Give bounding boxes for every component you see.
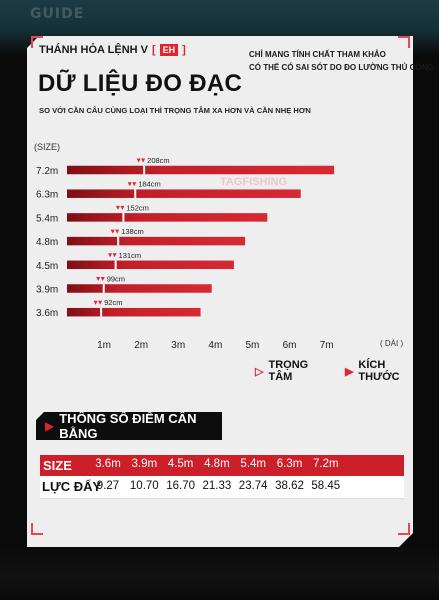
corner-bracket <box>398 523 410 535</box>
legend-item-length: ▶ KÍCH THƯỚC <box>345 359 423 383</box>
page-title: DỮ LIỆU ĐO ĐẠC <box>38 70 243 97</box>
length-bar <box>67 189 301 198</box>
chart-legend: ▷ TRỌNG TÂM ▶ KÍCH THƯỚC <box>255 359 439 383</box>
y-axis-title: (SIZE) <box>34 142 60 152</box>
size-cell: 4.8m <box>204 458 230 470</box>
data-label: 138cm <box>121 227 144 236</box>
data-label: 184cm <box>138 180 161 189</box>
length-bar <box>67 284 212 293</box>
chevron-down-icon <box>115 205 125 210</box>
bracket-close: ] <box>182 44 186 56</box>
bottom-strip <box>0 547 439 600</box>
chevron-down-icon <box>136 158 146 163</box>
size-cell: 6.3m <box>276 458 303 470</box>
product-name: THÁNH HỎA LỆNH V [ EH ] <box>39 44 186 56</box>
legend-label: TRỌNG TÂM <box>268 359 309 383</box>
center-marker <box>100 307 103 317</box>
category-label: 7.2m <box>36 166 58 177</box>
x-tick-label: 1m <box>97 340 111 351</box>
size-cell: 7.2m <box>313 458 339 470</box>
center-marker <box>114 260 117 270</box>
center-marker <box>102 284 105 293</box>
length-bar <box>67 260 234 270</box>
data-label: 152cm <box>126 203 149 212</box>
x-tick-label: 3m <box>171 340 185 351</box>
force-cell: 58.45 <box>311 480 341 492</box>
chevron-down-icon <box>93 300 103 305</box>
force-cell: 16.70 <box>166 480 195 492</box>
guide-watermark: GUIDE <box>30 6 85 22</box>
spec-heading-text: THÔNG SỐ ĐIỂM CÂN BẰNG <box>59 411 197 441</box>
center-marker <box>117 236 120 246</box>
center-marker <box>143 165 146 175</box>
category-label: 4.5m <box>36 261 58 272</box>
spec-heading: ▶ THÔNG SỐ ĐIỂM CÂN BẰNG <box>36 412 222 440</box>
center-marker <box>134 189 137 198</box>
play-outline-icon: ▷ <box>255 365 264 378</box>
force-cell: 23.74 <box>238 480 268 492</box>
force-row-label: LỰC ĐẨY <box>42 479 102 494</box>
bracket-open: [ <box>151 44 156 56</box>
play-solid-icon: ▶ <box>45 419 55 433</box>
x-axis-title: ( DÀI ) <box>380 339 404 348</box>
x-tick-label: 6m <box>283 340 297 351</box>
length-bar <box>67 213 268 222</box>
x-tick-label: 4m <box>208 340 222 351</box>
size-cell: 5.4m <box>240 458 266 470</box>
force-cell: 9.27 <box>96 480 120 492</box>
x-tick-label: 7m <box>320 340 334 351</box>
length-bar <box>67 236 246 246</box>
category-label: 3.9m <box>36 285 58 296</box>
category-label: 4.8m <box>36 237 58 248</box>
legend-label: KÍCH THƯỚC <box>358 359 400 383</box>
x-tick-label: 5m <box>246 340 260 351</box>
force-cell: 10.70 <box>129 480 159 492</box>
data-label: 208cm <box>147 156 170 165</box>
size-cell: 3.9m <box>131 458 158 470</box>
force-cell: 21.33 <box>202 480 232 492</box>
spec-size-row <box>40 455 404 476</box>
category-label: 6.3m <box>36 190 58 201</box>
eh-badge: EH <box>159 44 179 56</box>
center-marker <box>122 213 125 222</box>
corner-bracket <box>31 523 43 535</box>
size-cell: 3.6m <box>95 458 121 470</box>
force-cell: 38.62 <box>275 480 304 492</box>
disclaimer-line: CÓ THỂ CÓ SAI SÓT DO ĐO LƯỜNG THỦ CÔNG <box>249 63 434 72</box>
category-label: 5.4m <box>36 213 58 224</box>
play-solid-icon: ▶ <box>344 365 354 378</box>
data-label: 131cm <box>119 251 142 260</box>
data-label: 92cm <box>104 298 122 307</box>
length-bar <box>67 307 201 317</box>
legend-item-center: ▷ TRỌNG TÂM <box>255 359 329 383</box>
x-tick-label: 2m <box>134 340 148 351</box>
corner-bracket <box>31 36 43 48</box>
disclaimer-note: CHỈ MANG TÍNH CHẤT THAM KHẢO CÓ THỂ CÓ S… <box>249 48 434 74</box>
category-label: 3.6m <box>36 308 58 319</box>
size-cell: 4.5m <box>167 458 194 470</box>
length-bar <box>67 165 335 175</box>
chevron-down-icon <box>108 253 117 258</box>
corner-bracket <box>398 36 410 48</box>
size-row-label: SIZE <box>43 458 72 473</box>
chevron-down-icon <box>110 229 120 234</box>
chevron-down-icon <box>127 182 137 187</box>
chevron-down-icon <box>96 277 105 281</box>
data-label: 99cm <box>107 275 125 284</box>
page-subtitle: SO VỚI CẦN CÂU CÙNG LOẠI THÌ TRỌNG TÂM X… <box>39 106 311 115</box>
logo-watermark: TAGFISHING <box>220 176 287 188</box>
disclaimer-line: CHỈ MANG TÍNH CHẤT THAM KHẢO <box>249 50 386 59</box>
product-name-text: THÁNH HỎA LỆNH V <box>39 44 148 56</box>
spec-force-row <box>40 476 404 499</box>
